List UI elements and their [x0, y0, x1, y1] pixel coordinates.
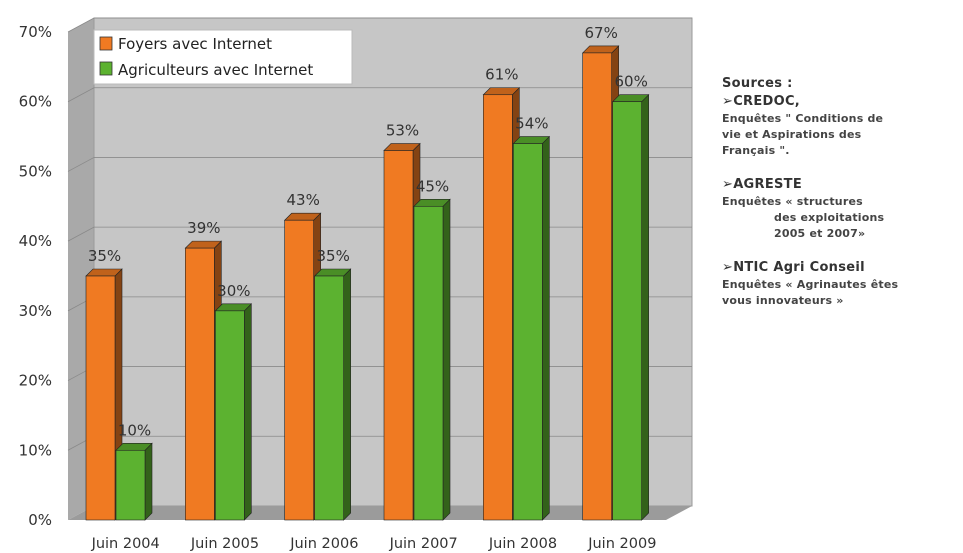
y-tick-label: 0%	[28, 511, 52, 529]
bar	[611, 93, 650, 521]
source-line: vous innovateurs »	[722, 294, 844, 307]
bar	[413, 198, 451, 521]
gridline-side	[67, 17, 95, 33]
y-tick-label: 50%	[19, 162, 52, 180]
bar-front	[582, 52, 612, 521]
bar-side	[442, 198, 451, 521]
bar-front	[115, 449, 146, 521]
x-category-label: Juin 2004	[91, 536, 160, 552]
bar-front	[413, 205, 444, 521]
source-line: Enquêtes « Agrinautes êtes	[722, 278, 899, 291]
source-heading: ➢AGRESTE	[722, 177, 803, 192]
x-category-label: Juin 2009	[587, 536, 656, 552]
sources-title: Sources :	[722, 76, 793, 91]
y-tick-label: 30%	[19, 302, 52, 320]
source-description: Enquêtes « Agrinautes êtes vous innovate…	[722, 277, 962, 309]
source-agreste: ➢AGRESTE Enquêtes « structures des explo…	[722, 177, 962, 242]
legend-box	[93, 29, 353, 85]
bar-front	[314, 275, 344, 521]
bar-side	[641, 93, 649, 521]
data-label: 54%	[515, 115, 548, 133]
y-tick-label: 10%	[19, 441, 52, 459]
bar-front	[483, 94, 513, 521]
bars	[85, 45, 650, 521]
source-line: des exploitations	[774, 211, 885, 224]
legend: Foyers avec Internet Agriculteurs avec I…	[93, 29, 353, 85]
legend-label-foyers: Foyers avec Internet	[118, 35, 272, 53]
data-label: 35%	[316, 247, 349, 265]
y-axis-ticks: 0% 10% 20% 30% 40% 50% 60% 70%	[19, 23, 52, 529]
bar-front	[513, 143, 543, 521]
source-line: vie et Aspirations des	[722, 128, 862, 141]
bar-side	[542, 135, 550, 521]
bar	[115, 442, 153, 521]
data-label: 35%	[88, 247, 121, 265]
bar-front	[215, 310, 245, 521]
source-ntic: ➢NTIC Agri Conseil Enquêtes « Agrinautes…	[722, 260, 962, 309]
data-label: 45%	[416, 177, 449, 195]
gridline-side	[67, 87, 95, 103]
x-category-label: Juin 2008	[488, 536, 557, 552]
legend-label-agriculteurs: Agriculteurs avec Internet	[118, 61, 313, 79]
source-line: Enquêtes « structures	[722, 195, 863, 208]
bar-front	[185, 247, 215, 521]
source-heading: ➢CREDOC,	[722, 94, 801, 109]
bar-chart: 0%10%20%30%40%50%60%70% 35%10%39%30%43%3…	[19, 17, 693, 552]
bar	[512, 135, 551, 521]
source-line: Français ".	[722, 144, 790, 157]
bar-side	[343, 268, 351, 521]
legend-swatch-agriculteurs	[99, 61, 113, 76]
data-label: 61%	[485, 66, 518, 84]
bar-side	[244, 303, 252, 521]
data-label: 30%	[217, 282, 250, 300]
bar-front	[85, 275, 116, 521]
data-label: 53%	[386, 122, 419, 140]
x-axis-categories: Juin 2004 Juin 2005 Juin 2006 Juin 2007 Juin…	[91, 536, 657, 552]
source-line: 2005 et 2007»	[774, 227, 866, 240]
source-description: Enquêtes « structures des exploitations …	[722, 194, 962, 242]
bar	[214, 303, 253, 521]
source-credoc: ➢CREDOC, Enquêtes " Conditions de vie et…	[722, 94, 962, 159]
legend-swatch-foyers	[99, 36, 113, 51]
data-label: 60%	[614, 73, 647, 91]
sources-panel: Sources : ➢CREDOC, Enquêtes " Conditions…	[722, 76, 962, 327]
bar-front	[612, 101, 642, 521]
bar	[313, 268, 352, 521]
x-category-label: Juin 2007	[389, 536, 458, 552]
y-tick-label: 20%	[19, 372, 52, 390]
data-label: 67%	[584, 24, 617, 42]
data-label: 43%	[286, 191, 319, 209]
y-tick-label: 40%	[19, 232, 52, 250]
gridline-side	[67, 226, 95, 242]
source-heading: ➢NTIC Agri Conseil	[722, 260, 865, 275]
x-category-label: Juin 2006	[289, 536, 358, 552]
source-description: Enquêtes " Conditions de vie et Aspirati…	[722, 111, 962, 159]
gridline-side	[67, 157, 95, 172]
x-category-label: Juin 2005	[190, 536, 259, 552]
data-label: 39%	[187, 219, 220, 237]
bar-side	[144, 442, 153, 521]
y-tick-label: 70%	[19, 23, 52, 41]
source-line: Enquêtes " Conditions de	[722, 112, 884, 125]
bar-front	[284, 219, 314, 521]
data-labels: 35% 10% 39% 30% 43% 35% 53% 45% 61% 54% 67% 60%	[88, 24, 648, 439]
y-tick-label: 60%	[19, 93, 52, 111]
data-label: 10%	[118, 421, 151, 439]
bar-front	[383, 150, 414, 521]
